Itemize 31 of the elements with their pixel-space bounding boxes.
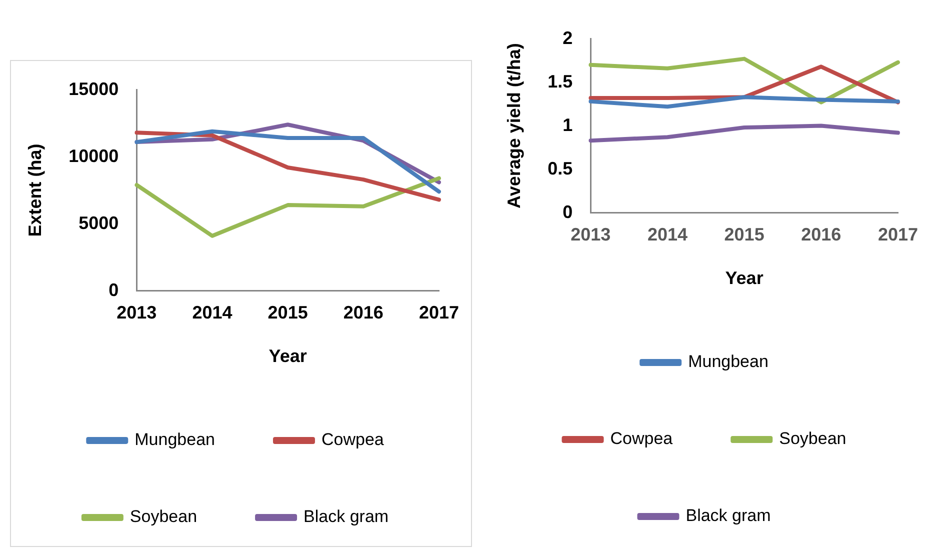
legend-label: Mungbean	[688, 352, 768, 372]
y-tick-label: 1.5	[548, 71, 573, 92]
y-tick-label: 0	[562, 202, 573, 222]
y-tick-label: 0.5	[548, 158, 573, 178]
x-tick-label: 2016	[801, 224, 842, 245]
legend-label: Cowpea	[321, 430, 384, 450]
x-tick-label: 2013	[116, 302, 157, 323]
y-tick-label: 2	[562, 28, 573, 48]
x-tick-label: 2014	[647, 224, 688, 245]
y-tick-label: 15000	[68, 78, 119, 99]
x-tick-label: 2014	[192, 302, 232, 323]
y-tick-label: 5000	[78, 212, 119, 233]
x-tick-label: 2015	[724, 224, 764, 245]
x-tick-label: 2017	[878, 224, 918, 245]
x-axis-title: Year	[725, 268, 764, 288]
x-tick-label: 2013	[570, 224, 611, 245]
x-tick-label: 2017	[418, 302, 459, 323]
x-axis-title: Year	[268, 346, 307, 366]
legend-label: Black gram	[686, 506, 771, 526]
legend-label: Black gram	[304, 507, 389, 526]
legend-label: Soybean	[779, 429, 846, 448]
y-tick-label: 1	[562, 114, 573, 135]
legend-label: Cowpea	[610, 429, 674, 448]
x-tick-label: 2015	[268, 302, 308, 323]
legend-label: Mungbean	[134, 430, 215, 450]
legend-label: Soybean	[130, 507, 198, 526]
x-tick-label: 2016	[343, 302, 384, 323]
y-axis-title: Average yield (t/ha)	[504, 43, 524, 208]
y-axis-title: Extent (ha)	[24, 144, 45, 237]
y-tick-label: 10000	[68, 146, 119, 166]
y-tick-label: 0	[108, 280, 119, 300]
